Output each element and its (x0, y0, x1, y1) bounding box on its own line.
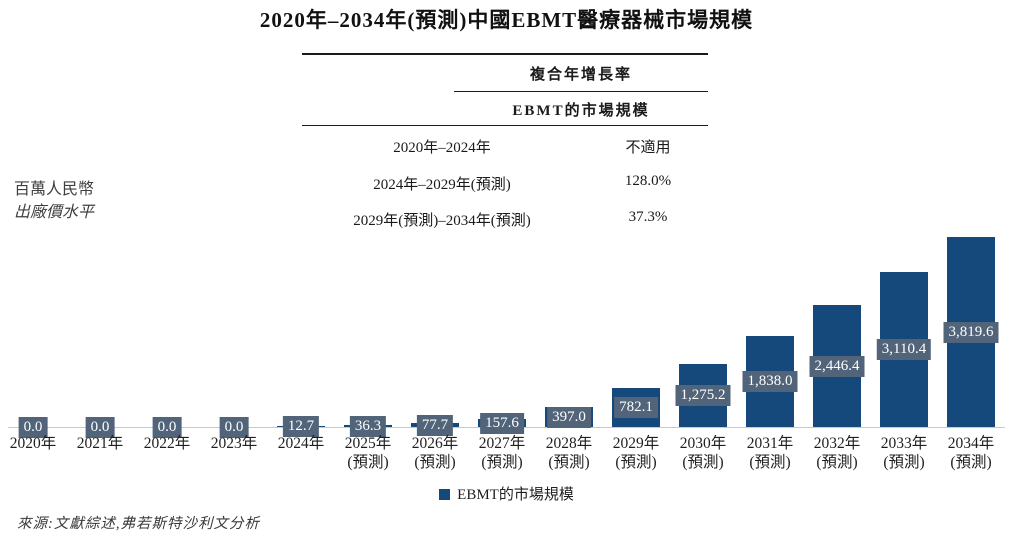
bar-value-label: 0.0 (18, 417, 48, 438)
bar-value-label: 0.0 (219, 417, 249, 438)
bar-value-label: 1,838.0 (742, 371, 798, 392)
x-tick-label: 2027年 (預測) (478, 435, 526, 471)
cagr-table: 複合年增長率 EBMT的市場規模 2020年–2024年 不適用 2024年–2… (302, 53, 708, 239)
x-tick-label: 2032年 (預測) (813, 435, 861, 471)
x-tick-label: 2025年 (預測) (344, 435, 392, 471)
bar-value-label: 3,819.6 (943, 322, 999, 343)
bar-value-label: 157.6 (480, 413, 524, 434)
x-tick-label: 2031年 (預測) (746, 435, 794, 471)
chart-title: 2020年–2034年(預測)中國EBMT醫療器械市場規模 (259, 8, 754, 32)
table-row: 2020年–2024年 不適用 (302, 136, 708, 156)
bar-value-label: 12.7 (282, 416, 320, 437)
bar-value-label: 36.3 (349, 416, 387, 437)
x-tick-label: 2034年 (預測) (947, 435, 995, 471)
x-tick-label: 2020年 (9, 435, 57, 452)
x-tick-label: 2033年 (預測) (880, 435, 928, 471)
table-rule-middle (302, 125, 708, 126)
bar-value-label: 1,275.2 (675, 385, 731, 406)
x-tick-label: 2029年 (預測) (612, 435, 660, 471)
legend-swatch (439, 489, 451, 500)
table-row: 2029年(預測)–2034年(預測) 37.3% (302, 209, 708, 229)
y-axis-unit-label: 百萬人民幣 出廠價水平 (14, 178, 94, 224)
bar-value-label: 0.0 (152, 417, 182, 438)
bar-value-label: 782.1 (614, 397, 658, 418)
table-row-period: 2029年(預測)–2034年(預測) (353, 213, 531, 229)
table-row-period: 2020年–2024年 (393, 140, 491, 156)
x-tick-label: 2028年 (預測) (545, 435, 593, 471)
bar-value-label: 397.0 (547, 407, 591, 428)
legend: EBMT的市場規模 (0, 483, 1013, 504)
table-rule-subheader (454, 91, 708, 92)
x-tick-label: 2022年 (143, 435, 191, 452)
legend-label: EBMT的市場規模 (457, 487, 574, 503)
bar-value-label: 0.0 (85, 417, 115, 438)
x-tick-label: 2026年 (預測) (411, 435, 459, 471)
table-row-value: 128.0% (624, 173, 672, 189)
x-tick-label: 2030年 (預測) (679, 435, 727, 471)
table-header: 複合年增長率 (529, 67, 632, 83)
source-note: 來源:文獻綜述,弗若斯特沙利文分析 (17, 516, 260, 532)
table-row-value: 37.3% (628, 209, 668, 225)
x-tick-label: 2023年 (210, 435, 258, 452)
bar-value-label: 2,446.4 (809, 356, 865, 377)
x-tick-label: 2021年 (76, 435, 124, 452)
x-tick-label: 2024年 (277, 435, 325, 452)
unit-line-1: 百萬人民幣 (14, 181, 95, 198)
table-row: 2024年–2029年(預測) 128.0% (302, 173, 708, 193)
table-rule-top (302, 53, 708, 55)
table-row-period: 2024年–2029年(預測) (373, 177, 511, 193)
bar-value-label: 77.7 (416, 415, 454, 436)
table-row-value: 不適用 (625, 140, 671, 156)
bar-value-label: 3,110.4 (876, 339, 932, 360)
unit-line-2: 出廠價水平 (14, 204, 95, 221)
table-subheader: EBMT的市場規模 (512, 103, 650, 119)
